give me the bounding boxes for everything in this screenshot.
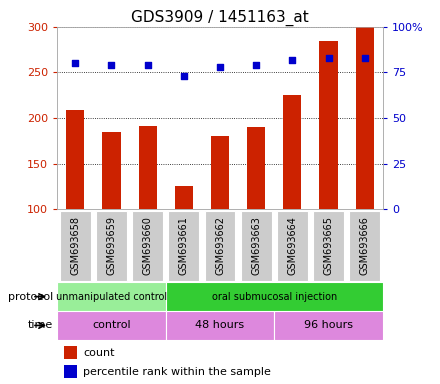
Bar <box>175 187 193 209</box>
Text: time: time <box>28 320 53 331</box>
Text: GSM693663: GSM693663 <box>251 216 261 275</box>
Bar <box>247 127 265 209</box>
Text: percentile rank within the sample: percentile rank within the sample <box>83 367 271 377</box>
FancyBboxPatch shape <box>349 211 380 281</box>
Title: GDS3909 / 1451163_at: GDS3909 / 1451163_at <box>131 9 309 25</box>
Bar <box>64 346 77 359</box>
Bar <box>57 282 166 311</box>
Bar <box>166 282 383 311</box>
Point <box>325 55 332 61</box>
Point <box>108 62 115 68</box>
Text: control: control <box>92 320 131 331</box>
Text: GSM693658: GSM693658 <box>70 216 80 275</box>
FancyBboxPatch shape <box>96 211 127 281</box>
FancyBboxPatch shape <box>205 211 235 281</box>
Bar <box>66 110 84 209</box>
FancyBboxPatch shape <box>169 211 199 281</box>
Text: protocol: protocol <box>7 291 53 302</box>
Point <box>289 56 296 63</box>
Bar <box>57 311 166 340</box>
Bar <box>166 311 274 340</box>
Text: 96 hours: 96 hours <box>304 320 353 331</box>
Text: GSM693661: GSM693661 <box>179 216 189 275</box>
Point <box>361 55 368 61</box>
Bar <box>274 311 383 340</box>
Bar <box>211 136 229 209</box>
Point <box>144 62 151 68</box>
Text: 48 hours: 48 hours <box>195 320 245 331</box>
Point <box>253 62 260 68</box>
Bar <box>319 41 337 209</box>
Bar <box>139 126 157 209</box>
Text: GSM693666: GSM693666 <box>360 216 370 275</box>
Bar <box>64 365 77 378</box>
Text: oral submucosal injection: oral submucosal injection <box>212 291 337 302</box>
Bar <box>283 95 301 209</box>
Text: GSM693664: GSM693664 <box>287 216 297 275</box>
Text: GSM693662: GSM693662 <box>215 216 225 275</box>
Text: GSM693659: GSM693659 <box>106 216 117 275</box>
Point <box>180 73 187 79</box>
FancyBboxPatch shape <box>241 211 271 281</box>
Point <box>72 60 79 66</box>
FancyBboxPatch shape <box>60 211 91 281</box>
Text: GSM693665: GSM693665 <box>323 216 334 275</box>
Bar <box>103 132 121 209</box>
FancyBboxPatch shape <box>277 211 308 281</box>
Text: unmanipulated control: unmanipulated control <box>56 291 167 302</box>
Text: GSM693660: GSM693660 <box>143 216 153 275</box>
Point <box>216 64 224 70</box>
FancyBboxPatch shape <box>132 211 163 281</box>
FancyBboxPatch shape <box>313 211 344 281</box>
Bar <box>356 27 374 209</box>
Text: count: count <box>83 348 115 358</box>
